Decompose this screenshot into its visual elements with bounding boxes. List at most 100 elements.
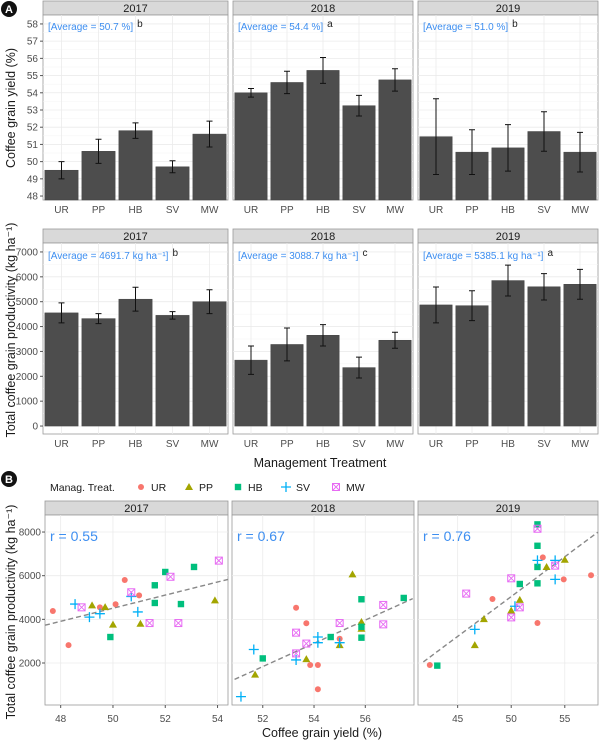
point-HB <box>151 582 158 589</box>
bar-MW <box>192 301 227 427</box>
facet-2017: 2017 [Average = 4691.7 kg ha⁻¹] b <box>42 228 229 435</box>
point-PP <box>348 570 357 578</box>
marker-box <box>292 649 301 658</box>
marker-box <box>302 639 311 648</box>
x-tick-label: SV <box>352 439 366 450</box>
facet-strip-label: 2019 <box>496 231 520 243</box>
point-MW <box>214 556 223 565</box>
y-tick-label: 49 <box>27 174 39 185</box>
x-tick-label: 50 <box>107 714 119 725</box>
legend-key-HB <box>234 483 242 491</box>
marker-box <box>332 483 340 491</box>
point-PP <box>251 670 260 678</box>
point-MW <box>292 628 301 637</box>
marker-cross <box>174 619 183 627</box>
facet-2018: 2018 [Average = 3088.7 kg ha⁻¹] c <box>232 228 414 435</box>
x-tick-label: MW <box>386 439 404 450</box>
facet-strip-label: 2018 <box>311 3 335 15</box>
marker-box <box>515 603 524 612</box>
x-tick-label: SV <box>166 439 180 450</box>
significance-letter: b <box>172 248 178 259</box>
legend-key-MW <box>332 483 340 491</box>
point-MW <box>551 561 560 570</box>
y-tick-label: 6000 <box>19 571 42 582</box>
scatter-facet-2018: 2018 r = 0.67 <box>231 500 415 706</box>
marker-cross <box>335 619 344 627</box>
y-tick-label: 56 <box>27 54 39 65</box>
point-UR <box>303 620 310 627</box>
y-tick-label: 0 <box>32 422 38 433</box>
error-bar-MW <box>577 268 583 300</box>
point-HB <box>358 634 365 641</box>
point-MW <box>379 620 388 629</box>
point-SV <box>132 606 143 617</box>
point-HB <box>534 521 541 528</box>
point-MW <box>77 603 86 612</box>
legend-key-UR <box>138 484 144 490</box>
marker-cross <box>145 619 154 627</box>
x-tick-label: 52 <box>160 714 172 725</box>
x-tick-label: 48 <box>55 714 67 725</box>
marker-box <box>292 628 301 637</box>
error-bar-UR <box>248 87 254 98</box>
marker-cross <box>551 561 559 570</box>
marker-cross <box>215 556 223 565</box>
y-tick-label: 53 <box>27 105 39 116</box>
marker-box <box>145 619 154 628</box>
point-PP <box>101 603 110 611</box>
legend-item-UR: UR <box>138 482 167 494</box>
bar-MW <box>378 79 412 201</box>
point-MW <box>462 589 471 598</box>
facet-strip-label: 2017 <box>124 503 148 515</box>
x-axis-title: Coffee grain yield (%) <box>262 726 382 740</box>
point-SV <box>94 608 105 619</box>
facet-strip-label: 2017 <box>123 231 147 243</box>
error-bar-HB <box>320 57 326 84</box>
x-tick-label: PP <box>92 205 106 216</box>
y-tick-label: 2000 <box>19 659 42 670</box>
bar-UR <box>419 304 453 427</box>
bar-HB <box>118 298 153 427</box>
error-bar-HB <box>505 264 511 297</box>
point-PP <box>470 641 479 649</box>
legend-item-HB: HB <box>234 482 263 494</box>
point-HB <box>534 542 541 549</box>
point-HB <box>516 580 523 588</box>
panel-background <box>44 514 229 706</box>
x-tick-label: UR <box>429 205 443 216</box>
point-MW <box>127 588 136 597</box>
point-UR <box>112 601 119 608</box>
point-HB <box>190 563 198 571</box>
marker-box <box>551 561 560 570</box>
point-HB <box>327 633 334 641</box>
point-UR <box>49 608 56 615</box>
x-tick-label: SV <box>537 205 551 216</box>
marker-box <box>462 589 471 598</box>
marker-cross <box>77 603 86 612</box>
facet-2017: 2017 [Average = 50.7 %] b <box>42 0 229 201</box>
facet-strip-label: 2017 <box>123 3 147 15</box>
error-bar-MW <box>392 68 398 92</box>
bar-SV <box>342 105 376 201</box>
bar-HB <box>491 280 525 427</box>
legend-title: Manag. Treat. <box>50 482 115 494</box>
marker-box <box>533 524 542 533</box>
x-tick-label: MW <box>201 439 219 450</box>
legend-label: PP <box>199 482 213 494</box>
marker-cross <box>533 524 542 533</box>
bar-HB <box>118 130 153 201</box>
point-UR <box>136 592 143 599</box>
point-SV <box>126 591 137 602</box>
y-tick-label: 55 <box>27 71 39 82</box>
panel-background <box>231 514 415 706</box>
legend-label: SV <box>296 482 310 494</box>
average-annotation: [Average = 5385.1 kg ha⁻¹] <box>423 251 544 262</box>
facet-2019: 2019 [Average = 51.0 %] b <box>417 0 599 201</box>
average-annotation: [Average = 51.0 %] <box>423 22 508 33</box>
point-MW <box>507 574 516 583</box>
average-annotation: [Average = 50.7 %] <box>48 22 133 33</box>
point-UR <box>96 604 103 611</box>
marker-cross <box>379 620 388 629</box>
error-bar-SV <box>541 273 547 301</box>
error-bar-UR <box>58 161 65 180</box>
